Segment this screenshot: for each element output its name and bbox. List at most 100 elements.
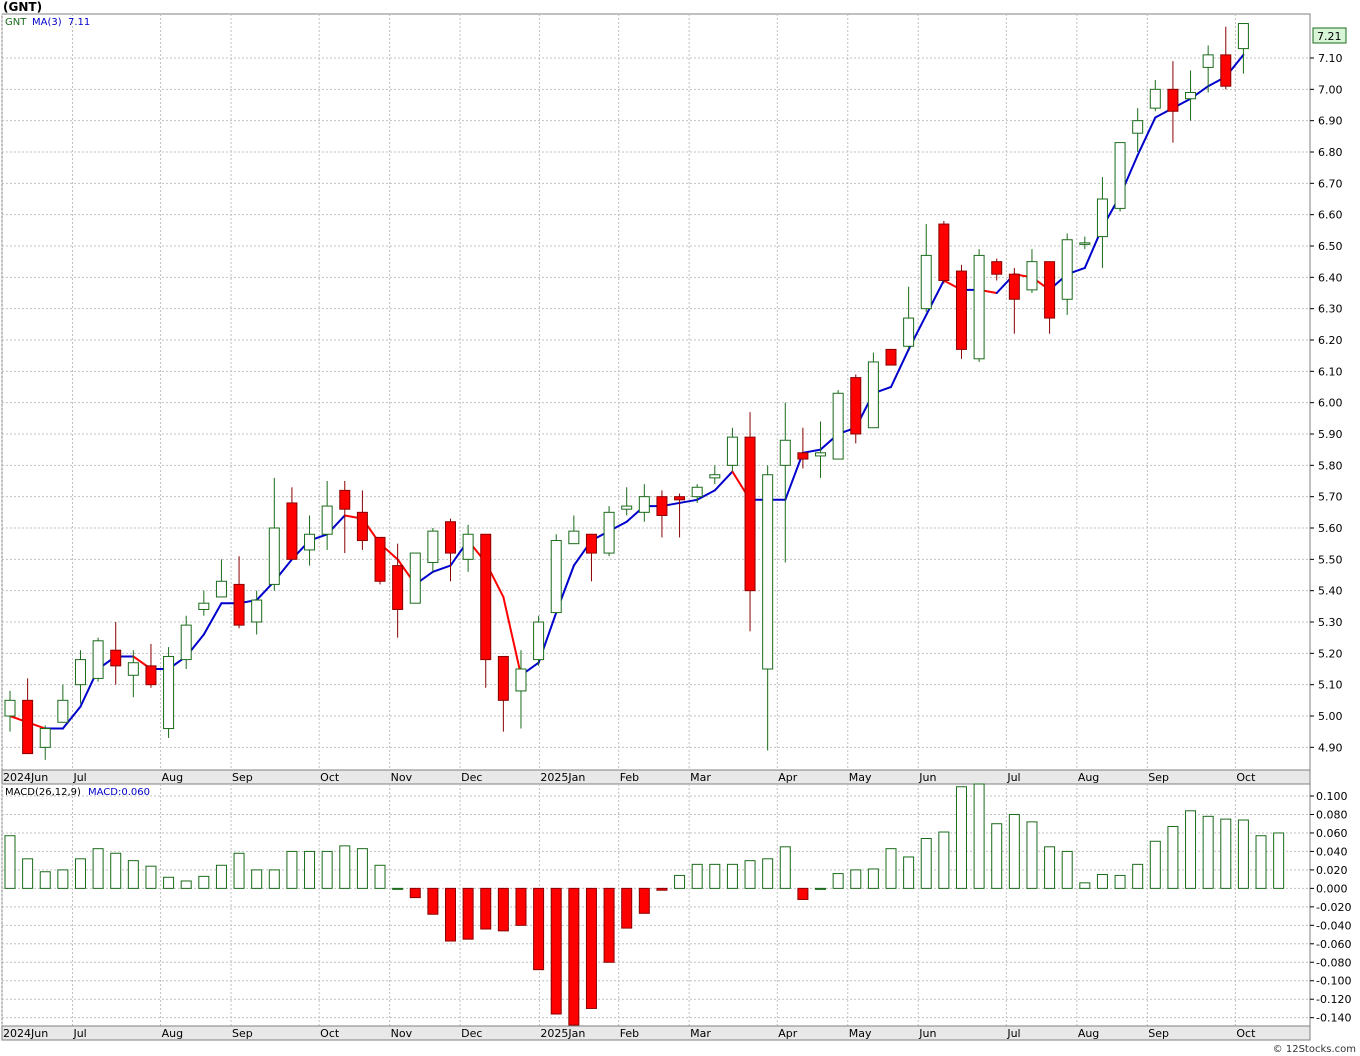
candle (568, 515, 580, 545)
x-tick-label: May (849, 1027, 872, 1040)
candle-body (762, 474, 774, 670)
macd-legend-label: MACD(26,12,9) (5, 787, 81, 798)
y-tick-label: -0.020 (1316, 901, 1351, 914)
macd-y-axis: -0.140 -0.120 -0.100 -0.080 -0.060 -0.040 -0.0… (1310, 790, 1351, 1025)
candle-body (1008, 273, 1020, 300)
candle-body (4, 699, 16, 717)
macd-bar (638, 887, 650, 914)
x-tick-label: Mar (690, 1027, 711, 1040)
candle-body (691, 486, 703, 498)
candle-body (1044, 261, 1056, 319)
candle-body (621, 505, 633, 510)
candle-body (638, 496, 650, 513)
x-tick-label: 2025Jan (540, 1027, 585, 1040)
x-tick-label: Jul (72, 1027, 86, 1040)
y-tick-label: 5.80 (1318, 459, 1343, 472)
macd-bar (215, 864, 227, 889)
ma-segment (784, 451, 804, 501)
x-tick-label: Jul (1006, 771, 1020, 784)
x-tick-label: Apr (778, 771, 798, 784)
macd-bar (991, 823, 1003, 889)
candle-body (955, 270, 967, 350)
candle (497, 655, 509, 732)
candle-body (39, 728, 51, 748)
x-tick-label: Aug (162, 771, 183, 784)
y-tick-label: 0.040 (1316, 845, 1348, 858)
macd-bar (339, 845, 351, 889)
macd-bar (39, 871, 51, 889)
candle (726, 427, 738, 472)
candle (762, 465, 774, 751)
x-tick-label: Jul (1006, 1027, 1020, 1040)
macd-bar (832, 873, 844, 889)
candle-body (427, 530, 439, 563)
y-tick-label: 6.90 (1318, 115, 1343, 128)
candle (445, 518, 456, 582)
candle-body (339, 489, 351, 510)
macd-x-axis: 2024Jun Jul Aug Sep Oct Nov Dec 2025Jan Feb Mar Ap… (3, 1027, 1256, 1040)
candle (885, 348, 897, 366)
candle (691, 484, 703, 503)
macd-bar (691, 863, 703, 889)
y-tick-label: -0.120 (1316, 993, 1351, 1006)
candle (462, 524, 474, 572)
macd-bar (198, 875, 210, 889)
macd-bar (374, 864, 386, 889)
macd-bar (955, 786, 967, 889)
candle-body (1237, 23, 1249, 50)
candle (145, 643, 157, 688)
y-tick-label: 4.90 (1318, 741, 1343, 754)
candle (339, 481, 351, 554)
macd-bar (603, 887, 615, 963)
macd-bar (92, 848, 104, 889)
macd-bar (1079, 882, 1091, 889)
ticker-title: (GNT) (3, 0, 42, 14)
candle (867, 352, 879, 429)
candle (903, 286, 915, 350)
macd-bar (57, 869, 69, 889)
candle-body (110, 649, 122, 667)
ma-segment (890, 348, 910, 388)
candle (92, 637, 104, 682)
candle-body (409, 552, 421, 604)
candle (1008, 267, 1020, 334)
macd-legend-value: MACD:0.060 (88, 787, 150, 798)
price-y-axis: 4.90 5.00 5.10 5.20 5.30 5.40 5.50 5.60 5.70 5.80… (1310, 52, 1343, 754)
candle (427, 528, 439, 572)
macd-bar (1185, 810, 1197, 889)
candle-body (1220, 54, 1232, 87)
macd-bar (304, 850, 316, 889)
candle (1237, 23, 1249, 74)
candle (991, 258, 1003, 281)
x-tick-label: Jun (918, 1027, 936, 1040)
ma-segment (202, 602, 223, 636)
x-tick-label: Apr (778, 1027, 798, 1040)
macd-histogram (4, 783, 1285, 1026)
candle (533, 615, 545, 666)
y-tick-label: 6.80 (1318, 146, 1343, 159)
candle-body (1202, 54, 1214, 68)
x-tick-label: Oct (1236, 1027, 1256, 1040)
candle (550, 534, 562, 614)
price-x-axis: 2024Jun Jul Aug Sep Oct Nov Dec 2025Jan Feb Mar Ap… (3, 771, 1256, 784)
candle (674, 493, 686, 538)
macd-bar (1273, 832, 1285, 889)
x-tick-label: Oct (320, 1027, 340, 1040)
candle-body (920, 254, 932, 310)
candle-body (57, 699, 69, 723)
candle (356, 490, 368, 550)
y-tick-label: 6.20 (1318, 334, 1343, 347)
y-tick-label: 6.40 (1318, 271, 1343, 284)
macd-bar (568, 887, 580, 1026)
x-tick-label: Aug (1078, 771, 1099, 784)
macd-bar (762, 858, 774, 889)
y-tick-label: 5.10 (1318, 679, 1343, 692)
candle-body (215, 580, 227, 598)
macd-bar (744, 860, 756, 889)
macd-bar (621, 887, 633, 929)
macd-bar (1149, 840, 1161, 889)
candle (973, 249, 985, 362)
price-gridlines (1, 14, 1310, 770)
y-tick-label: 7.10 (1318, 52, 1343, 65)
